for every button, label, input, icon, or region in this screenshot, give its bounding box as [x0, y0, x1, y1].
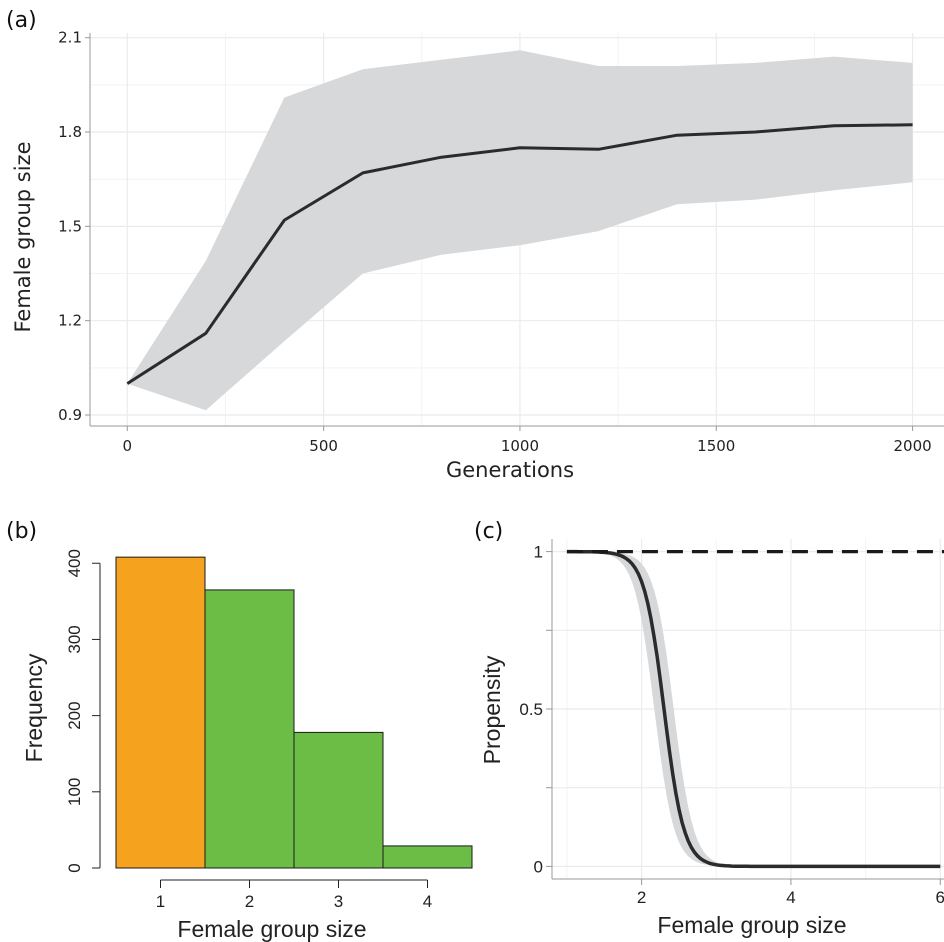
panel-b-x-tick-label: 2: [245, 892, 254, 911]
panel-label-c: (c): [474, 519, 503, 544]
panel-b-x-tick-label: 1: [156, 892, 165, 911]
panel-c-x-axis-title: Female group size: [657, 912, 846, 938]
panel-c-x-tick-label: 4: [786, 888, 795, 907]
panel-a-y-tick-label: 0.9: [58, 406, 82, 424]
panel-a-x-tick-label: 1500: [697, 437, 735, 455]
panel-label-a: (a): [6, 8, 37, 33]
panel-c-y-axis-title: Propensity: [479, 655, 505, 764]
panel-a: 0 500 1000 1500 2000 0.9 1.2 1.5 1.8 2.1 Generati…: [11, 29, 944, 482]
panel-a-tick-labels: 0 500 1000 1500 2000 0.9 1.2 1.5 1.8 2.1: [58, 29, 932, 455]
panel-b-axes: [92, 562, 428, 888]
panel-b-y-tick-label: 0: [65, 863, 84, 872]
panel-c-x-tick-label: 2: [637, 888, 646, 907]
panel-a-x-tick-label: 0: [123, 437, 133, 455]
panel-b-y-tick-label: 200: [65, 701, 84, 729]
panel-a-x-tick-label: 2000: [893, 437, 931, 455]
panel-b-x-axis-title: Female group size: [177, 916, 366, 942]
panel-label-b: (b): [6, 519, 37, 544]
panel-c: 0 0.5 1 2 4 6 Female group size Propensity: [479, 539, 944, 938]
panel-c-y-tick-label: 1: [534, 543, 543, 562]
panel-b-tick-labels: 0 100 200 300 400 1 2 3 4: [65, 549, 432, 911]
panel-a-y-tick-label: 1.5: [58, 217, 82, 235]
panel-a-ribbon: [127, 50, 913, 411]
panel-a-y-tick-label: 1.8: [58, 123, 82, 141]
panel-a-y-tick-label: 2.1: [58, 29, 82, 47]
panel-c-grid: [552, 539, 944, 879]
panel-a-mean-line: [126, 123, 913, 385]
panel-a-y-axis-title: Female group size: [11, 142, 35, 333]
panel-a-y-tick-label: 1.2: [58, 312, 82, 330]
panel-b-bar: [204, 589, 295, 869]
panel-c-ribbon: [566, 551, 941, 867]
panel-c-y-tick-label: 0.5: [519, 700, 543, 719]
panel-c-tick-labels: 0 0.5 1 2 4 6: [519, 543, 944, 907]
panel-a-x-axis-title: Generations: [446, 458, 574, 482]
panel-b-y-tick-label: 300: [65, 625, 84, 653]
panel-a-axes: [85, 33, 944, 431]
panel-a-x-tick-label: 500: [309, 437, 338, 455]
panel-b-bars: [115, 556, 473, 869]
panel-b-bar: [382, 845, 473, 869]
panel-b-x-tick-label: 4: [423, 892, 432, 911]
panel-b-y-axis-title: Frequency: [21, 653, 47, 762]
panel-a-x-tick-label: 1000: [501, 437, 539, 455]
panel-b-bar: [115, 556, 206, 869]
panel-c-y-tick-label: 0: [534, 857, 543, 876]
panel-c-x-tick-label: 6: [936, 888, 944, 907]
panel-b: 0 100 200 300 400 1 2 3 4 Female group size Freq…: [21, 549, 473, 942]
panel-b-y-tick-label: 100: [65, 778, 84, 806]
panel-c-axes: [546, 539, 944, 885]
panel-c-propensity-curve: [566, 549, 941, 869]
panel-b-bar: [293, 731, 384, 869]
panel-b-x-tick-label: 3: [334, 892, 343, 911]
panel-b-y-tick-label: 400: [65, 549, 84, 577]
